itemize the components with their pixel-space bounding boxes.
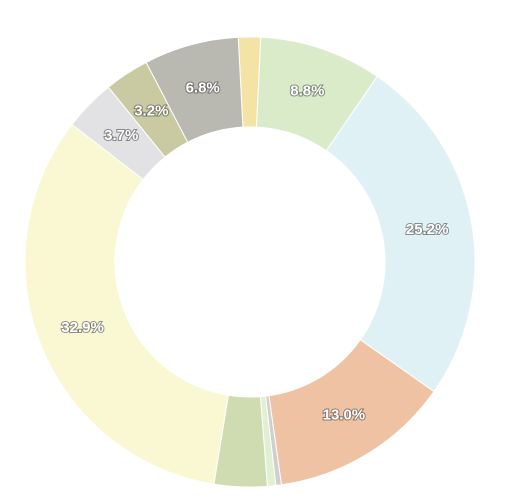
segment-label: 8.8% bbox=[290, 82, 324, 99]
donut-segment bbox=[325, 75, 476, 393]
segment-label: 6.8% bbox=[186, 79, 220, 96]
donut-segment bbox=[24, 123, 229, 485]
segment-label: 25.2% bbox=[406, 221, 449, 238]
segment-label: 32.9% bbox=[61, 319, 104, 336]
segment-label: 3.7% bbox=[104, 127, 138, 144]
segment-label: 3.2% bbox=[134, 102, 168, 119]
segment-label: 13.0% bbox=[323, 407, 366, 424]
donut-segment bbox=[145, 36, 244, 143]
